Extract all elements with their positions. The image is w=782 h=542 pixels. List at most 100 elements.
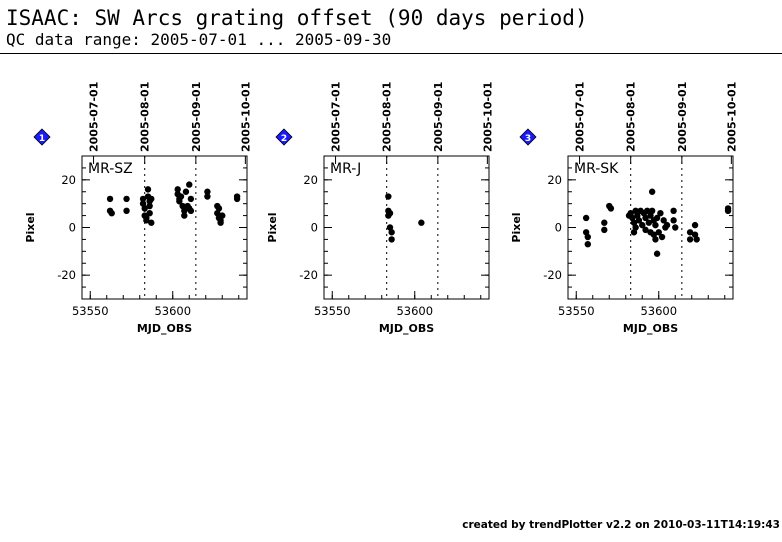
x-axis-title: MJD_OBS <box>137 322 192 335</box>
panel-marker-number: 2 <box>281 134 287 144</box>
panel-marker-number: 1 <box>39 134 45 144</box>
data-point <box>139 195 147 203</box>
data-point <box>658 233 666 241</box>
panel-marker-icon <box>33 128 51 146</box>
data-point <box>607 205 615 212</box>
data-point <box>663 221 671 229</box>
data-point <box>177 193 185 200</box>
data-point <box>655 229 662 236</box>
data-point <box>652 236 659 243</box>
top-date-label: 2005-07-01 <box>88 82 101 152</box>
data-point <box>204 193 211 200</box>
data-point <box>217 219 224 226</box>
plot-frame <box>323 155 490 300</box>
data-point <box>652 221 659 229</box>
data-point <box>148 219 155 226</box>
data-point <box>181 212 188 219</box>
data-point <box>108 210 115 217</box>
x-tick-label: 53550 <box>314 304 351 318</box>
x-tick-label: 53550 <box>72 304 109 318</box>
y-tick-label: 20 <box>547 173 562 187</box>
data-point <box>106 195 114 203</box>
data-point <box>686 236 694 243</box>
data-point <box>670 217 677 224</box>
data-point <box>601 219 608 226</box>
y-tick-label: 0 <box>555 221 562 235</box>
panel-label: MR-J <box>330 161 361 177</box>
top-date-label: 2005-10-01 <box>725 82 738 152</box>
x-axis-title: MJD_OBS <box>379 322 434 335</box>
x-axis-title: MJD_OBS <box>623 322 678 335</box>
data-point <box>418 219 425 226</box>
plot-frame <box>81 155 248 300</box>
x-tick-label: 53600 <box>396 304 433 318</box>
panel-marker-icon <box>519 128 537 146</box>
data-point <box>632 224 639 231</box>
data-point <box>639 221 646 229</box>
data-point <box>584 233 591 241</box>
panel-2: 53550 53600 -20 0 20 2005-07-01 2005-08-01 2005… <box>266 82 494 335</box>
data-point <box>648 207 656 215</box>
top-date-label: 2005-10-01 <box>239 82 252 152</box>
data-point <box>584 240 591 248</box>
y-tick-label: -20 <box>543 268 562 282</box>
data-point <box>691 221 699 229</box>
data-point <box>686 229 694 236</box>
data-point <box>186 181 193 188</box>
data-point <box>182 188 190 195</box>
data-point <box>582 214 590 222</box>
data-point <box>635 217 643 224</box>
data-point <box>653 214 661 222</box>
top-date-label: 2005-07-01 <box>574 82 587 152</box>
top-date-label: 2005-09-01 <box>432 82 445 152</box>
data-point <box>670 207 677 215</box>
footer-credit: created by trendPlotter v2.2 on 2010-03-… <box>462 519 780 531</box>
data-point <box>653 250 661 257</box>
top-date-label: 2005-08-01 <box>625 82 638 152</box>
data-point <box>693 236 700 243</box>
data-point <box>143 214 150 222</box>
y-axis-title: Pixel <box>266 212 279 242</box>
y-tick-label: 20 <box>61 173 76 187</box>
data-point <box>144 186 152 193</box>
data-point <box>601 226 608 234</box>
data-point <box>123 207 130 215</box>
top-date-label: 2005-08-01 <box>381 82 394 152</box>
y-axis-title: Pixel <box>24 212 37 242</box>
plot-frame <box>567 155 734 300</box>
data-point <box>648 188 656 195</box>
top-date-label: 2005-08-01 <box>139 82 152 152</box>
data-point <box>215 205 223 212</box>
y-tick-label: -20 <box>299 268 318 282</box>
data-point <box>388 229 395 236</box>
data-point <box>204 188 211 195</box>
y-tick-label: -20 <box>57 268 76 282</box>
panel-label: MR-SZ <box>88 161 133 177</box>
data-point <box>187 195 195 203</box>
y-tick-label: 20 <box>303 173 318 187</box>
data-point <box>385 193 392 200</box>
data-point <box>174 186 181 193</box>
top-date-label: 2005-09-01 <box>190 82 203 152</box>
top-date-label: 2005-09-01 <box>676 82 689 152</box>
data-point <box>644 207 651 215</box>
x-tick-label: 53600 <box>154 304 191 318</box>
data-point <box>642 226 649 234</box>
data-point <box>141 205 148 212</box>
panel-1: 53550 53600 -20 0 20 2005-07-01 2005-08-01 2005… <box>24 82 252 335</box>
header-divider <box>0 53 782 54</box>
data-point <box>181 207 188 215</box>
x-tick-label: 53550 <box>558 304 595 318</box>
data-point <box>672 224 679 231</box>
panel-label: MR-SK <box>574 161 619 177</box>
page-subtitle: QC data range: 2005-07-01 ... 2005-09-30 <box>6 30 392 49</box>
data-point <box>146 202 153 210</box>
top-date-label: 2005-10-01 <box>481 82 494 152</box>
data-point <box>386 210 394 217</box>
data-point <box>388 236 395 243</box>
y-tick-label: 0 <box>69 221 76 235</box>
data-point <box>123 195 130 203</box>
data-point <box>233 195 241 203</box>
panel-marker-number: 3 <box>525 134 531 144</box>
data-point <box>724 207 732 215</box>
